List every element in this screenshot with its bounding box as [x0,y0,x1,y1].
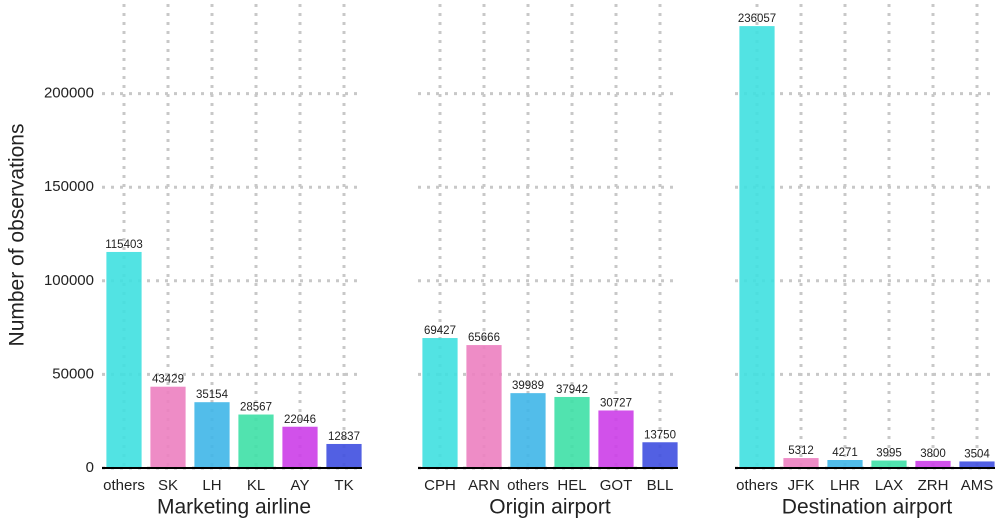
bar [150,386,186,468]
x-tick-label: JFK [788,477,815,494]
y-tick-label: 0 [86,459,94,476]
bar [554,396,590,468]
value-label: 13750 [644,429,676,441]
value-label: 115403 [105,239,143,251]
value-label: 3995 [876,448,902,460]
value-label: 12837 [328,431,360,443]
y-tick-label: 100000 [44,272,94,289]
bar [739,26,775,469]
bar [422,338,458,468]
value-label: 3504 [964,448,990,460]
bar [915,460,951,468]
value-label: 37942 [556,384,588,396]
x-tick-label: TK [334,477,353,494]
x-tick-label: AMS [961,477,994,494]
value-label: 5312 [788,445,814,457]
bar [827,460,863,468]
x-tick-label: others [507,477,549,494]
value-label: 4271 [832,447,858,459]
x-axis-title: Marketing airline [157,496,311,519]
y-tick-label: 150000 [44,178,94,195]
bar [194,402,230,468]
bar [871,460,907,468]
x-tick-label: CPH [424,477,456,494]
value-label: 3800 [920,448,946,460]
value-label: 69427 [424,325,456,337]
x-tick-label: others [736,477,778,494]
value-label: 39989 [512,380,544,392]
x-tick-label: HEL [557,477,586,494]
y-tick-label: 50000 [52,365,94,382]
y-tick-label: 200000 [44,85,94,102]
value-label: 43429 [152,374,184,386]
bar [282,426,318,468]
x-tick-label: SK [158,477,178,494]
value-label: 35154 [196,389,229,401]
value-label: 236057 [738,13,776,25]
bar [783,458,819,468]
y-axis-title: Number of observations [6,124,29,347]
bar [642,442,678,468]
x-tick-label: BLL [647,477,674,494]
bar [466,345,502,468]
bar [106,251,142,468]
bar [326,443,362,468]
value-label: 30727 [600,398,632,410]
x-tick-label: ZRH [918,477,949,494]
value-label: 28567 [240,402,272,414]
x-tick-label: LAX [875,477,903,494]
x-tick-label: AY [291,477,310,494]
bar [510,393,546,468]
x-tick-label: ARN [468,477,500,494]
bar [598,410,634,468]
value-label: 65666 [468,332,500,344]
x-tick-label: LHR [830,477,860,494]
x-axis-title: Origin airport [489,496,611,519]
x-tick-label: KL [247,477,265,494]
value-label: 22046 [284,414,316,426]
bar [959,461,995,468]
x-tick-label: GOT [600,477,633,494]
x-tick-label: others [103,477,145,494]
x-tick-label: LH [202,477,221,494]
x-axis-title: Destination airport [782,496,953,519]
bar [238,414,274,468]
